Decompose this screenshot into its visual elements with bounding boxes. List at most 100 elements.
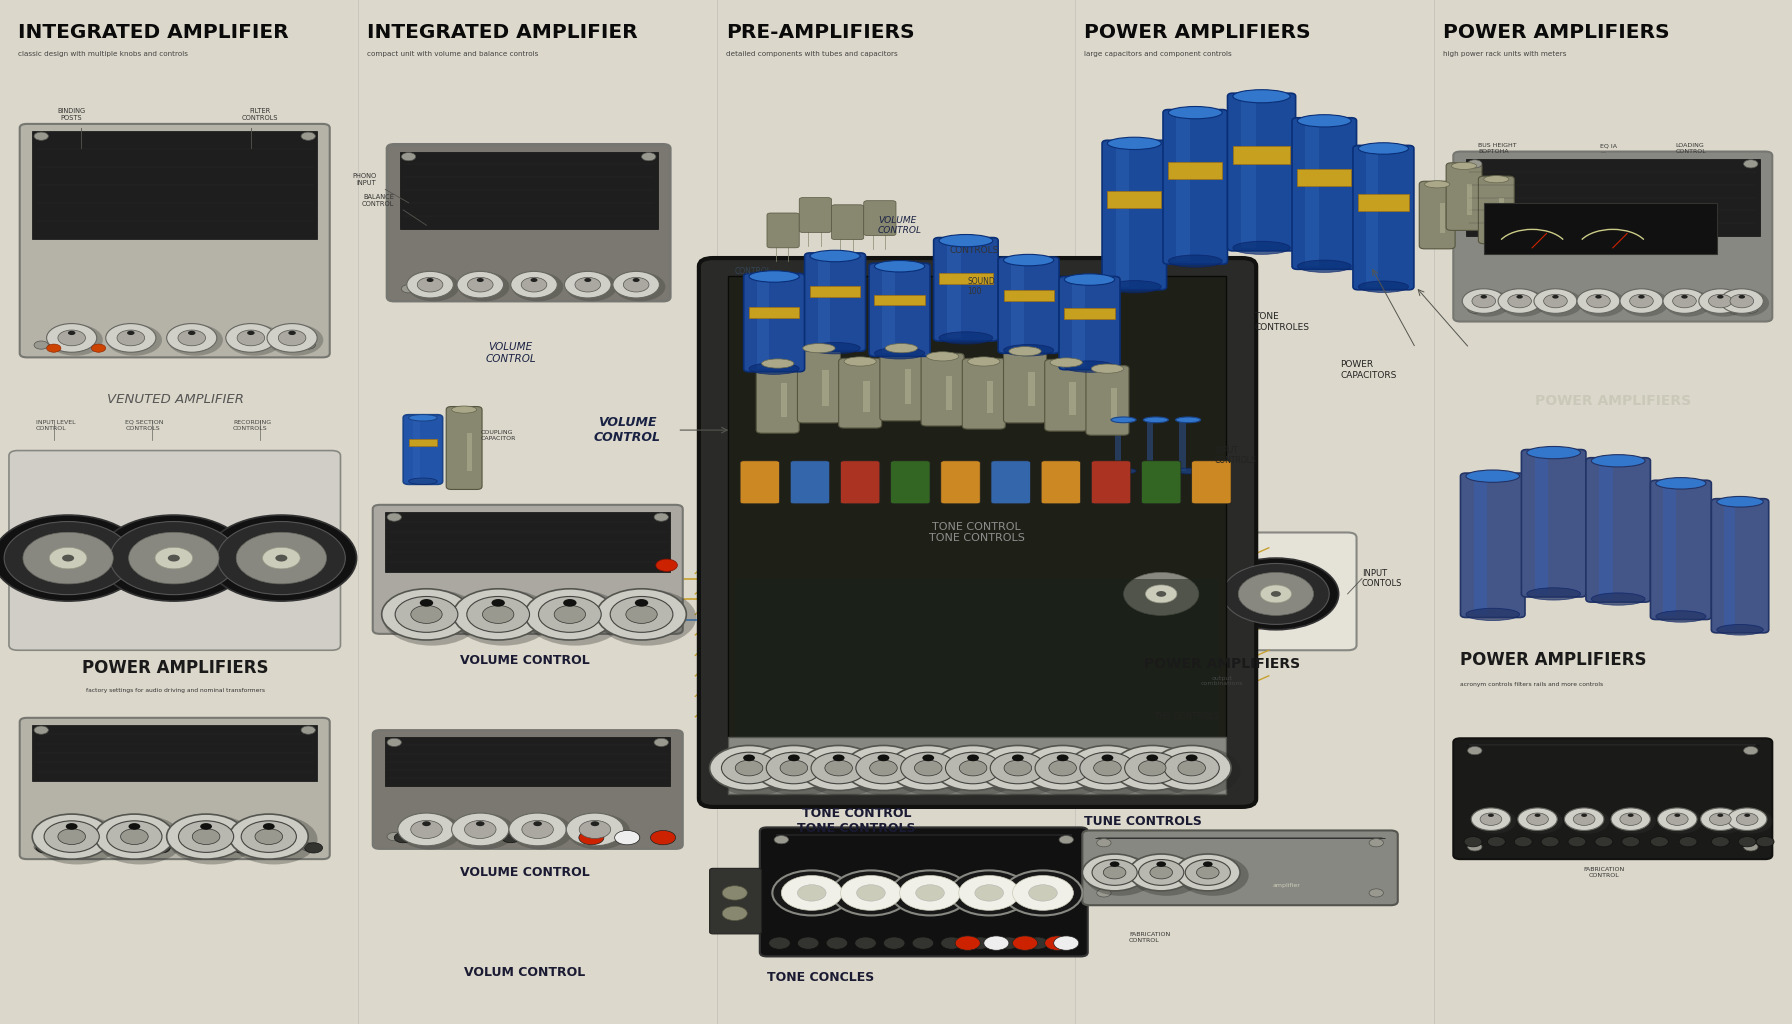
Circle shape: [457, 271, 504, 298]
Bar: [32, 131, 317, 240]
Circle shape: [1658, 808, 1697, 830]
FancyBboxPatch shape: [1521, 450, 1586, 597]
Circle shape: [108, 821, 161, 852]
Circle shape: [1520, 809, 1563, 834]
Circle shape: [772, 870, 851, 915]
Text: SOUND
100: SOUND 100: [968, 278, 995, 296]
FancyBboxPatch shape: [1088, 532, 1357, 650]
Circle shape: [398, 813, 455, 846]
Text: POWER AMPLIFIERS: POWER AMPLIFIERS: [1460, 651, 1647, 670]
Circle shape: [566, 272, 616, 301]
Circle shape: [642, 153, 656, 161]
Text: VOLUME CONTROL: VOLUME CONTROL: [461, 654, 590, 667]
Circle shape: [968, 755, 978, 761]
Circle shape: [774, 940, 788, 948]
Circle shape: [1756, 837, 1774, 847]
FancyBboxPatch shape: [805, 253, 866, 351]
Circle shape: [975, 885, 1004, 901]
Circle shape: [1579, 290, 1625, 316]
Circle shape: [1129, 854, 1193, 891]
Circle shape: [466, 833, 484, 843]
Bar: [756, 276, 769, 369]
FancyBboxPatch shape: [20, 718, 330, 859]
Circle shape: [167, 324, 217, 352]
Circle shape: [654, 513, 668, 521]
Text: VOLUME
CONTROL: VOLUME CONTROL: [593, 416, 661, 444]
Circle shape: [1679, 837, 1697, 847]
Circle shape: [513, 272, 563, 301]
Circle shape: [68, 331, 75, 335]
Circle shape: [969, 937, 991, 949]
Bar: [1147, 420, 1154, 471]
Circle shape: [1271, 591, 1281, 597]
Circle shape: [722, 886, 747, 900]
Circle shape: [1702, 809, 1745, 834]
Ellipse shape: [939, 332, 993, 344]
Circle shape: [97, 815, 183, 864]
Circle shape: [254, 828, 283, 845]
Circle shape: [1543, 294, 1568, 308]
Circle shape: [735, 760, 763, 776]
Circle shape: [263, 823, 274, 829]
Circle shape: [410, 820, 443, 839]
FancyBboxPatch shape: [880, 345, 923, 421]
Bar: [810, 287, 860, 297]
FancyBboxPatch shape: [1102, 140, 1167, 290]
FancyBboxPatch shape: [403, 415, 443, 484]
Circle shape: [622, 833, 640, 843]
FancyBboxPatch shape: [839, 358, 882, 428]
Circle shape: [452, 813, 509, 846]
Ellipse shape: [803, 344, 835, 352]
Circle shape: [247, 331, 254, 335]
FancyBboxPatch shape: [1104, 702, 1161, 729]
Bar: [1168, 162, 1222, 179]
Ellipse shape: [1091, 365, 1124, 374]
Circle shape: [769, 937, 790, 949]
Bar: [1600, 461, 1613, 599]
Circle shape: [237, 330, 265, 346]
Circle shape: [1659, 809, 1702, 834]
FancyBboxPatch shape: [1460, 473, 1525, 617]
Text: FABRICATION
CONTROL: FABRICATION CONTROL: [1582, 867, 1625, 878]
Circle shape: [1487, 837, 1505, 847]
Circle shape: [482, 605, 514, 624]
Ellipse shape: [1168, 255, 1222, 267]
Circle shape: [597, 589, 686, 640]
Circle shape: [1068, 745, 1147, 791]
Circle shape: [579, 820, 611, 839]
Bar: [1070, 382, 1075, 415]
Circle shape: [1638, 295, 1645, 299]
Text: TONE CONCLES: TONE CONCLES: [767, 972, 874, 984]
Ellipse shape: [409, 415, 437, 421]
FancyBboxPatch shape: [767, 213, 799, 248]
Circle shape: [217, 521, 346, 595]
FancyBboxPatch shape: [921, 353, 964, 426]
Circle shape: [477, 278, 484, 282]
Circle shape: [1025, 746, 1111, 796]
Text: VOLUME CONTROL: VOLUME CONTROL: [461, 866, 590, 879]
Circle shape: [459, 272, 509, 301]
Ellipse shape: [1527, 446, 1581, 459]
Ellipse shape: [885, 344, 918, 352]
Circle shape: [1113, 745, 1192, 791]
FancyBboxPatch shape: [1453, 738, 1772, 859]
Text: TONE CONTROL
TONE CONTROLS: TONE CONTROL TONE CONTROLS: [797, 807, 916, 836]
Circle shape: [48, 325, 102, 355]
Circle shape: [1534, 813, 1541, 817]
Circle shape: [656, 559, 677, 571]
Circle shape: [889, 745, 968, 791]
Circle shape: [113, 843, 131, 853]
Circle shape: [4, 521, 133, 595]
Circle shape: [1487, 813, 1495, 817]
FancyBboxPatch shape: [891, 461, 930, 504]
FancyBboxPatch shape: [740, 461, 780, 504]
Text: VOLUME
CONTROL: VOLUME CONTROL: [878, 216, 923, 234]
Circle shape: [1471, 808, 1511, 830]
Bar: [1473, 476, 1487, 614]
Circle shape: [34, 815, 120, 864]
Circle shape: [1586, 294, 1611, 308]
Text: compact unit with volume and balance controls: compact unit with volume and balance con…: [367, 51, 539, 57]
Circle shape: [869, 760, 898, 776]
Circle shape: [66, 823, 77, 829]
Circle shape: [579, 830, 604, 845]
